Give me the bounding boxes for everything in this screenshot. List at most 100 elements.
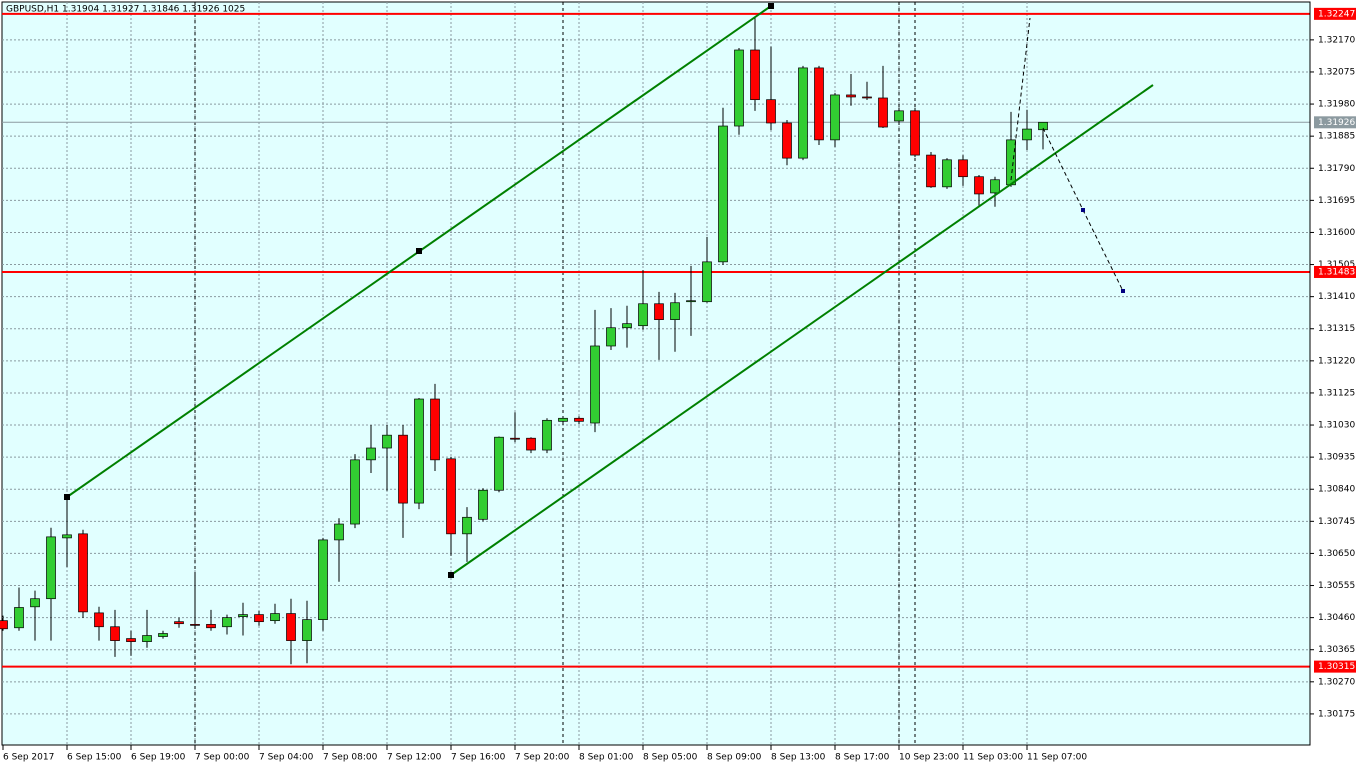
- candle-body: [478, 489, 488, 520]
- candle-body: [62, 534, 72, 539]
- anchor: [416, 248, 422, 254]
- candle-body: [382, 434, 392, 449]
- candle-body: [718, 125, 728, 263]
- candle-body: [430, 398, 440, 461]
- level-label-box: [1314, 265, 1356, 278]
- y-tick-label: 1.31125: [1318, 388, 1355, 398]
- y-tick-label: 1.30175: [1318, 709, 1355, 719]
- level-label: 1.32247: [1318, 9, 1355, 19]
- levels: [2, 12, 1310, 668]
- candle-body: [350, 459, 360, 525]
- candle-body: [574, 417, 584, 422]
- y-tick-label: 1.30935: [1318, 453, 1355, 463]
- y-tick-label: 1.30460: [1318, 613, 1355, 623]
- candle-body: [270, 613, 280, 622]
- y-tick-label: 1.30555: [1318, 581, 1355, 591]
- y-tick-label: 1.30745: [1318, 517, 1355, 527]
- candle-body: [302, 619, 312, 641]
- x-tick-label: 7 Sep 04:00: [259, 753, 314, 763]
- level-label: 1.31483: [1318, 267, 1355, 277]
- candle-body: [606, 327, 616, 347]
- y-tick-label: 1.31315: [1318, 324, 1355, 334]
- candle-body: [846, 94, 856, 98]
- candle-body: [974, 176, 984, 195]
- candle-body: [174, 621, 184, 625]
- x-tick-label: 11 Sep 03:00: [963, 753, 1023, 763]
- candle-body: [46, 536, 56, 600]
- candle-body: [622, 323, 632, 329]
- candle-body: [30, 598, 40, 608]
- candle-body: [542, 419, 552, 451]
- candle-body: [126, 638, 136, 642]
- candle-body: [814, 67, 824, 141]
- y-tick-label: 1.30840: [1318, 485, 1355, 495]
- candle-body: [766, 99, 776, 124]
- candle-body: [0, 620, 8, 630]
- candle-body: [526, 437, 536, 451]
- candle-body: [702, 261, 712, 303]
- y-tick-label: 1.31220: [1318, 356, 1355, 366]
- x-tick-label: 11 Sep 07:00: [1027, 753, 1087, 763]
- candle-body: [286, 613, 296, 641]
- candle-body: [14, 607, 24, 629]
- y-tick-label: 1.31030: [1318, 421, 1355, 431]
- y-tick-label: 1.30365: [1318, 645, 1355, 655]
- x-tick-label: 7 Sep 08:00: [323, 753, 378, 763]
- x-tick-label: 8 Sep 17:00: [835, 753, 890, 763]
- bid-label: 1.31926: [1318, 118, 1355, 128]
- candle-body: [878, 97, 888, 128]
- candle-body: [414, 398, 424, 504]
- candle-body: [190, 624, 200, 626]
- candle-body: [590, 345, 600, 424]
- y-tick-label: 1.31410: [1318, 292, 1355, 302]
- candle-body: [894, 110, 904, 122]
- candle-body: [254, 614, 264, 623]
- candle-body: [558, 417, 568, 422]
- chart-header: GBPUSD,H1 1.31904 1.31927 1.31846 1.3192…: [6, 5, 245, 15]
- y-tick-label: 1.31695: [1318, 196, 1355, 206]
- anchor: [64, 494, 70, 500]
- candle-body: [830, 94, 840, 141]
- y-tick-label: 1.31885: [1318, 132, 1355, 142]
- candle-body: [654, 303, 664, 320]
- candle-body: [958, 159, 968, 178]
- x-tick-label: 7 Sep 20:00: [515, 753, 570, 763]
- x-tick-label: 10 Sep 23:00: [899, 753, 959, 763]
- channel-lower: [450, 84, 1154, 576]
- level-label-box: [1314, 7, 1356, 20]
- candle-body: [222, 617, 232, 628]
- anchor: [1121, 289, 1125, 293]
- y-tick-label: 1.31600: [1318, 228, 1355, 238]
- candle-body: [318, 539, 328, 621]
- x-tick-label: 7 Sep 16:00: [451, 753, 506, 763]
- candle-body: [158, 633, 168, 637]
- level-label: 1.30315: [1318, 662, 1355, 672]
- x-tick-label: 8 Sep 13:00: [771, 753, 826, 763]
- y-tick-label: 1.31790: [1318, 164, 1355, 174]
- candle-body: [734, 49, 744, 127]
- x-tick-label: 7 Sep 00:00: [195, 753, 250, 763]
- x-tick-label: 8 Sep 09:00: [707, 753, 762, 763]
- y-tick-label: 1.30650: [1318, 549, 1355, 559]
- drawing-objects: [64, 3, 1154, 578]
- candle-body: [670, 302, 680, 320]
- candle-body: [910, 110, 920, 156]
- candle-body: [206, 624, 216, 629]
- candle-body: [942, 159, 952, 188]
- candle-body: [142, 635, 152, 642]
- time-axis-background: [0, 746, 1366, 768]
- x-tick-label: 6 Sep 15:00: [67, 753, 122, 763]
- candle-body: [446, 458, 456, 535]
- candles: [0, 17, 1048, 665]
- anchor: [448, 572, 454, 578]
- candle-body: [750, 49, 760, 101]
- bid-label-box: [1314, 116, 1356, 129]
- projection-up: [1010, 17, 1031, 181]
- candle-body: [510, 437, 520, 440]
- candle-body: [94, 612, 104, 628]
- candle-body: [494, 436, 504, 491]
- level-label-box: [1314, 660, 1356, 673]
- candle-body: [462, 516, 472, 535]
- candle-body: [238, 614, 248, 617]
- x-tick-label: 7 Sep 12:00: [387, 753, 442, 763]
